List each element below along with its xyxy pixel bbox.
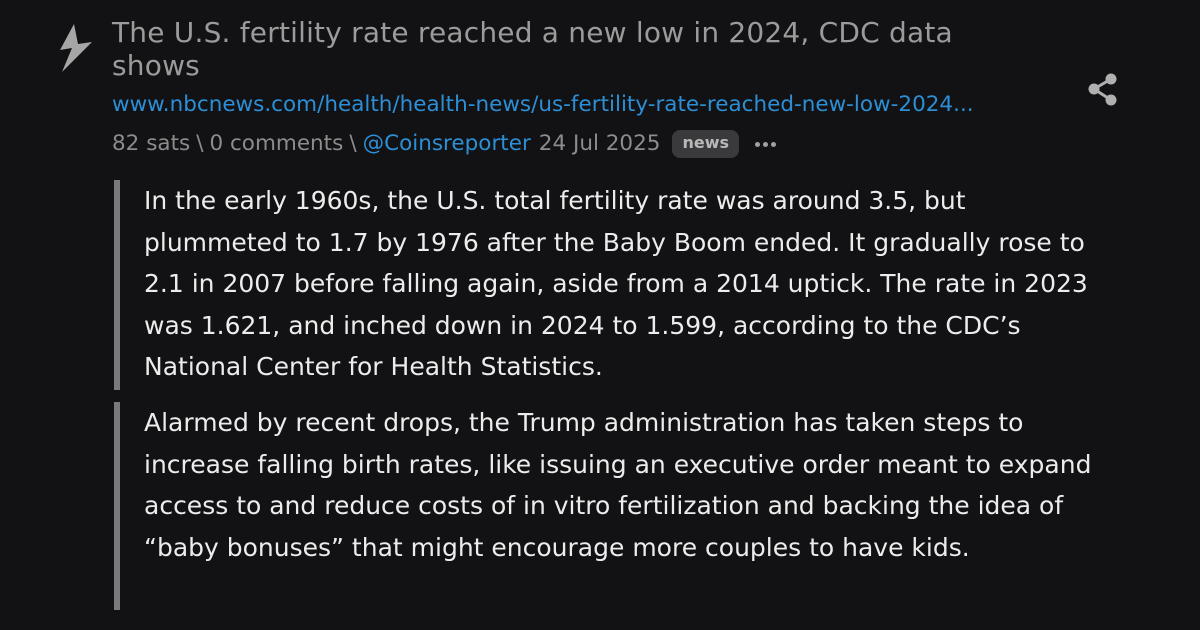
blockquote-1: In the early 1960s, the U.S. total ferti… (114, 180, 1094, 390)
comments-count[interactable]: 0 comments (209, 131, 344, 156)
meta-separator: \ (196, 131, 204, 156)
quote-text: Alarmed by recent drops, the Trump admin… (144, 408, 1092, 562)
quote-text: In the early 1960s, the U.S. total ferti… (144, 186, 1088, 381)
post-meta: 82 sats \ 0 comments \ @Coinsreporter 24… (112, 129, 1042, 159)
dot (755, 141, 761, 147)
post-header: The U.S. fertility rate reached a new lo… (112, 16, 1042, 159)
author-link[interactable]: @Coinsreporter (362, 131, 531, 156)
blockquote-2: Alarmed by recent drops, the Trump admin… (114, 402, 1094, 610)
post-title[interactable]: The U.S. fertility rate reached a new lo… (112, 16, 953, 82)
territory-badge[interactable]: news (672, 130, 740, 158)
share-icon[interactable] (1086, 72, 1120, 108)
more-options-icon[interactable] (753, 138, 778, 151)
post-date[interactable]: 24 Jul 2025 (538, 131, 661, 156)
post-url-link[interactable]: www.nbcnews.com/health/health-news/us-fe… (112, 92, 974, 117)
zap-icon[interactable] (56, 20, 96, 76)
meta-separator: \ (349, 131, 357, 156)
dot (763, 141, 769, 147)
sats-count[interactable]: 82 sats (112, 131, 191, 156)
dot (771, 141, 777, 147)
